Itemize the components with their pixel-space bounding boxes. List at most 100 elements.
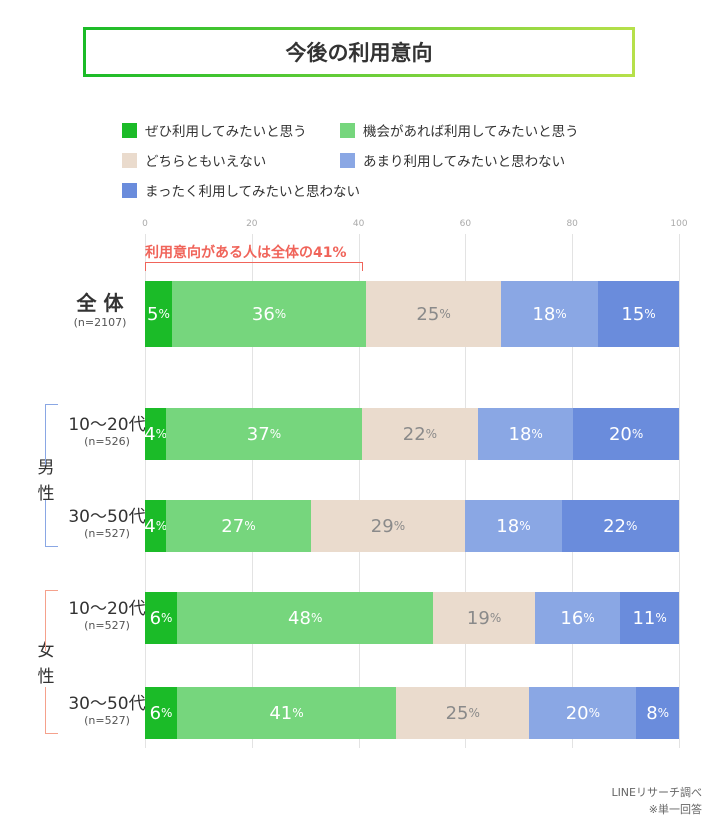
row-label: 30〜50代 (n=527) [52, 502, 162, 540]
data-label-unit: % [468, 706, 480, 720]
bar-segment: 16% [534, 592, 621, 644]
sample-size: (n=527) [84, 527, 130, 540]
data-label-unit: % [519, 519, 531, 533]
data-label: 20 [565, 702, 589, 724]
category-label: 10〜20代 [68, 599, 146, 619]
row-label: 30〜50代 (n=527) [52, 689, 162, 727]
data-label: 5 [147, 303, 159, 325]
tick-label: 80 [566, 219, 578, 229]
data-label: 16 [560, 607, 584, 629]
legend-swatch [340, 152, 355, 168]
annotation-bracket [145, 262, 363, 271]
bar-segment: 41% [177, 687, 396, 739]
category-label: 全 体 [76, 291, 124, 315]
chart-title: 今後の利用意向 [83, 27, 635, 77]
bar-segment: 18% [478, 408, 574, 460]
legend-label: 機会があれば利用してみたいと思う [363, 124, 579, 140]
data-label: 18 [508, 423, 532, 445]
bar-segment: 6% [145, 592, 178, 644]
legend-swatch [340, 122, 355, 138]
group-bracket-top [45, 590, 58, 651]
tick-label: 40 [352, 219, 365, 229]
bar-segment: 29% [310, 500, 466, 552]
data-label-unit: % [531, 427, 543, 441]
data-label-unit: % [161, 706, 173, 720]
data-label: 18 [496, 515, 520, 537]
category-label: 30〜50代 [68, 694, 146, 714]
data-label-unit: % [244, 519, 256, 533]
bar-segment: 27% [166, 500, 311, 552]
category-label: 10〜20代 [68, 415, 146, 435]
legend-item: 機会があれば利用してみたいと思う [340, 120, 579, 140]
tick-label: 100 [670, 219, 688, 229]
data-label: 18 [532, 303, 556, 325]
data-label-unit: % [161, 611, 173, 625]
data-label-unit: % [489, 611, 502, 625]
data-label: 11 [632, 607, 656, 629]
group-bracket-bottom [45, 500, 58, 547]
legend-label: まったく利用してみたいと思わない [145, 184, 361, 200]
data-label: 48 [288, 607, 311, 629]
data-label-unit: % [631, 427, 644, 441]
bar-segment: 19% [433, 592, 535, 644]
data-label: 41 [269, 702, 293, 724]
data-label-unit: % [292, 706, 304, 720]
legend-label: どちらともいえない [145, 154, 267, 170]
bar-segment: 25% [366, 281, 501, 347]
legend-item: まったく利用してみたいと思わない [122, 180, 360, 200]
data-label: 22 [603, 515, 626, 537]
group-label: 男性 [37, 458, 55, 504]
data-label: 20 [608, 423, 632, 445]
data-label: 27 [221, 515, 245, 537]
legend-item: あまり利用してみたいと思わない [340, 150, 565, 170]
legend-label: あまり利用してみたいと思わない [363, 154, 566, 170]
legend-swatch [122, 122, 137, 138]
bar-segment: 5% [145, 281, 172, 347]
data-label: 29 [370, 515, 394, 537]
bar-segment: 20% [573, 408, 679, 460]
bar-segment: 36% [171, 281, 367, 347]
data-label-unit: % [158, 307, 170, 321]
tick-label: 20 [246, 219, 258, 229]
sample-size: (n=526) [84, 435, 130, 448]
data-label-unit: % [274, 307, 287, 321]
data-label: 37 [246, 423, 270, 445]
data-label-unit: % [269, 427, 282, 441]
sample-size: (n=527) [84, 619, 130, 632]
sample-size: (n=2107) [73, 316, 127, 329]
bar-segment: 18% [501, 281, 599, 347]
data-label: 22 [402, 423, 426, 445]
row-label: 10〜20代 (n=526) [52, 410, 162, 448]
data-label-unit: % [655, 611, 667, 625]
bar-segment: 20% [529, 687, 637, 739]
data-label-unit: % [310, 611, 323, 625]
data-label-unit: % [644, 307, 656, 321]
data-label: 8 [646, 702, 658, 724]
data-label-unit: % [425, 427, 438, 441]
tick-label: 60 [459, 219, 472, 229]
legend-label: ぜひ利用してみたいと思う [145, 124, 307, 140]
data-label-unit: % [657, 706, 670, 720]
group-label: 女性 [37, 641, 55, 687]
data-label: 4 [144, 515, 156, 537]
legend-item: どちらともいえない [122, 150, 266, 170]
sample-size: (n=527) [84, 714, 130, 727]
data-label: 36 [251, 303, 275, 325]
bar-segment: 18% [465, 500, 562, 552]
data-label: 19 [466, 607, 490, 629]
bar-segment: 48% [177, 592, 434, 644]
bar-segment: 8% [636, 687, 679, 739]
data-label: 15 [621, 303, 645, 325]
data-label: 6 [149, 607, 162, 629]
data-label-unit: % [439, 307, 451, 321]
gridline [679, 234, 680, 748]
row-label: 全 体 (n=2107) [45, 287, 155, 329]
bar-segment: 37% [166, 408, 362, 460]
data-label: 25 [416, 303, 440, 325]
source-text: LINEリサーチ調べ [611, 786, 702, 799]
data-label-unit: % [626, 519, 638, 533]
bar-segment: 25% [395, 687, 530, 739]
category-label: 30〜50代 [68, 507, 146, 527]
legend-item: ぜひ利用してみたいと思う [122, 120, 307, 140]
